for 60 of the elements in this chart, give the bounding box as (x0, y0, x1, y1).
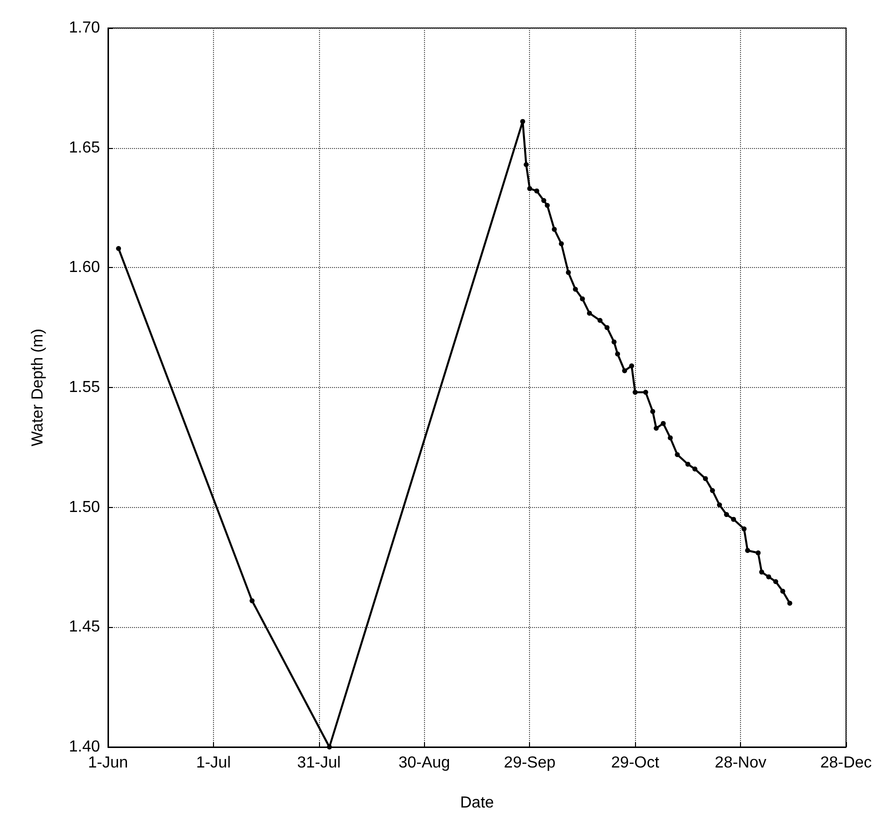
y-tick-label: 1.70 (68, 20, 100, 36)
point (716, 502, 722, 508)
x-tick-label: 1-Jun (88, 754, 128, 772)
point (572, 286, 578, 292)
x-tick-label: 31-Jul (297, 754, 341, 772)
point (668, 435, 673, 440)
point (731, 516, 736, 522)
point (766, 574, 772, 580)
point (612, 339, 617, 344)
point (558, 241, 564, 246)
y-axis-title: Water Depth (m) (30, 328, 46, 446)
point (326, 744, 332, 750)
point (787, 600, 792, 606)
point (527, 186, 532, 192)
point (685, 462, 690, 467)
point (116, 246, 122, 251)
point (580, 296, 585, 302)
x-tick-label: 1-Jul (196, 754, 231, 772)
point (520, 118, 526, 124)
y-tick-label: 1.50 (68, 498, 100, 516)
point (604, 325, 610, 330)
point (534, 188, 540, 194)
point (724, 512, 730, 518)
point (615, 351, 620, 356)
y-tick-label: 1.55 (68, 379, 100, 396)
x-tick-label: 28-Nov (714, 754, 766, 772)
point (702, 476, 708, 482)
y-tick-label: 1.45 (68, 618, 100, 636)
point (654, 426, 659, 431)
point (566, 270, 571, 275)
point (759, 570, 764, 575)
y-tick-label: 1.40 (68, 738, 100, 756)
point (674, 452, 680, 458)
point (586, 310, 592, 316)
y-tick-label: 1.60 (68, 259, 100, 276)
point (632, 390, 638, 395)
point (742, 526, 747, 532)
point (643, 390, 648, 395)
point (598, 318, 602, 323)
point (710, 488, 715, 494)
x-axis-title: Date (460, 794, 494, 812)
point (660, 420, 666, 426)
point (745, 548, 750, 553)
point (541, 198, 546, 204)
x-tick-label: 30-Aug (398, 754, 450, 772)
x-tick-label: 29-Oct (611, 754, 660, 772)
point (780, 588, 786, 594)
point (250, 598, 255, 604)
point (629, 363, 634, 368)
point (756, 550, 761, 556)
point (650, 408, 656, 414)
point (524, 162, 529, 168)
x-tick-label: 29-Sep (504, 754, 556, 772)
point (773, 579, 778, 584)
y-tick-label: 1.65 (68, 139, 100, 156)
point (544, 202, 550, 208)
point (692, 466, 698, 472)
x-tick-label: 28-Dec (820, 754, 872, 772)
point (622, 368, 628, 374)
point (552, 226, 557, 232)
